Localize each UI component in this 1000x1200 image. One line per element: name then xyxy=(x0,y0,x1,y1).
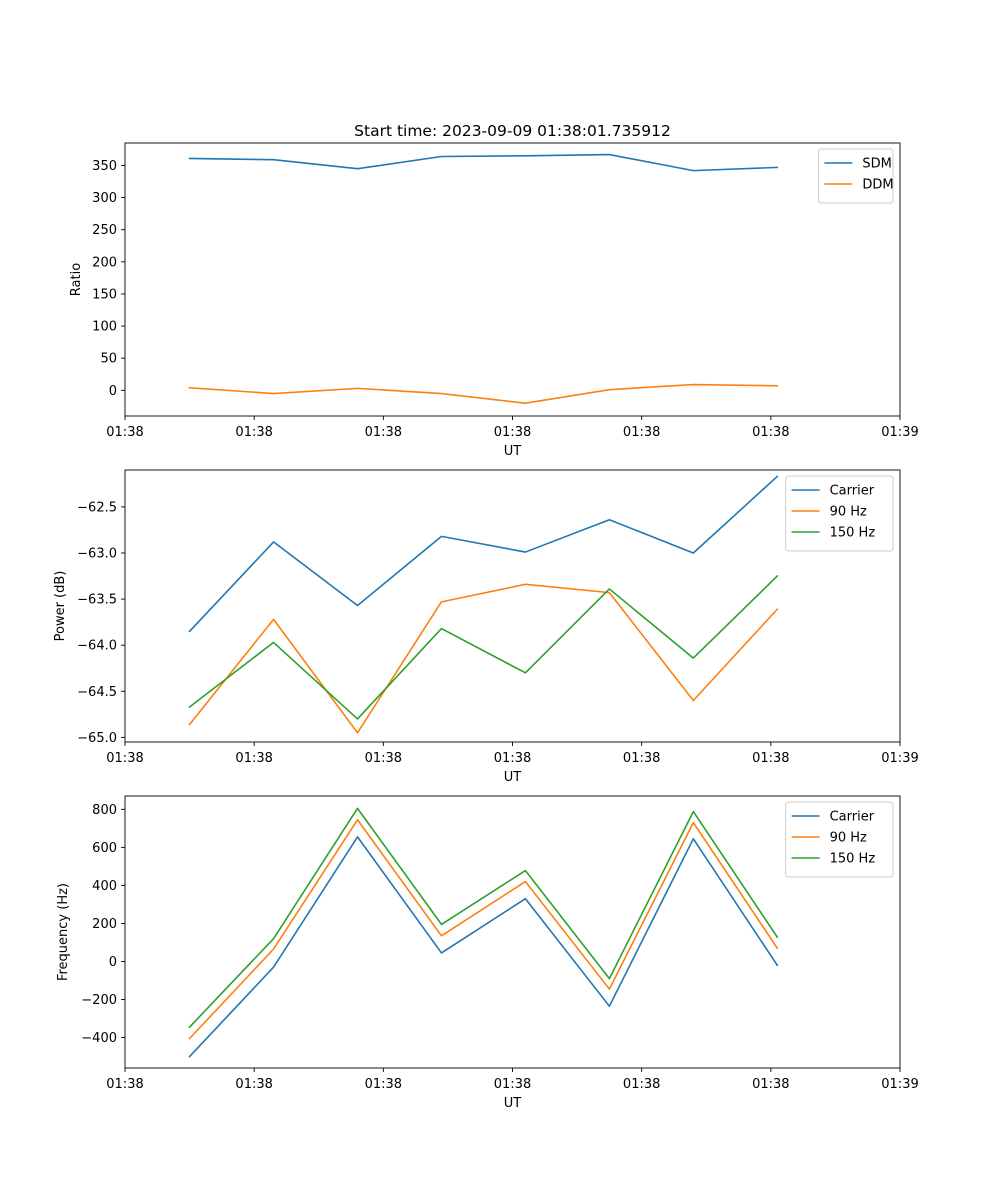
x-tick-label: 01:38 xyxy=(494,751,531,766)
y-axis-label: Power (dB) xyxy=(53,571,68,642)
y-tick-label: −63.0 xyxy=(77,546,117,561)
y-tick-label: 50 xyxy=(100,352,117,367)
series-line-ddm xyxy=(188,383,779,404)
y-tick-label: −200 xyxy=(81,993,117,1008)
x-tick-label: 01:39 xyxy=(881,425,918,440)
y-tick-label: 150 xyxy=(92,287,117,302)
legend-label: Carrier xyxy=(830,484,875,499)
series-line-sdm xyxy=(188,153,779,172)
x-tick-label: 01:38 xyxy=(623,751,660,766)
y-tick-label: 200 xyxy=(92,255,117,270)
y-tick-label: 800 xyxy=(92,803,117,818)
chart-panel-2: −65.0 −64.5 −64.0 −63.5 −63.0 −62.5 01:38 01:38… xyxy=(53,469,919,785)
legend-label: 150 Hz xyxy=(830,852,876,867)
figure-title: Start time: 2023-09-09 01:38:01.735912 xyxy=(354,122,671,140)
x-tick-label: 01:38 xyxy=(494,1077,531,1092)
legend-label: DDM xyxy=(862,178,893,193)
series-line-carrier xyxy=(188,836,779,1058)
x-tick-label: 01:38 xyxy=(494,425,531,440)
x-tick-label: 01:38 xyxy=(106,1077,143,1092)
legend-label: 90 Hz xyxy=(830,505,867,520)
legend-label: Carrier xyxy=(830,810,875,825)
x-axis-label: UT xyxy=(504,770,522,785)
series-line-150-hz xyxy=(188,574,779,720)
x-tick-label: 01:38 xyxy=(365,425,402,440)
y-tick-label: 0 xyxy=(109,955,117,970)
x-tick-label: 01:38 xyxy=(235,425,272,440)
y-tick-label: −63.5 xyxy=(77,593,117,608)
y-tick-label: −62.5 xyxy=(77,500,117,515)
series-line-carrier xyxy=(188,475,779,633)
series-line-90-hz xyxy=(188,818,779,1040)
series-line-150-hz xyxy=(188,807,779,1029)
y-tick-label: 400 xyxy=(92,879,117,894)
legend: Carrier 90 Hz 150 Hz xyxy=(785,801,894,878)
y-tick-label: 0 xyxy=(109,384,117,399)
legend-label: SDM xyxy=(862,157,891,172)
y-axis-label: Frequency (Hz) xyxy=(56,883,71,981)
legend: SDM DDM xyxy=(817,148,894,204)
y-tick-label: −64.5 xyxy=(77,685,117,700)
chart-panel-1: 0 50 100 150 200 250 300 350 01:38 01:38 01:38 01:3… xyxy=(69,142,919,459)
x-tick-label: 01:38 xyxy=(235,751,272,766)
legend-label: 150 Hz xyxy=(830,526,876,541)
x-tick-label: 01:38 xyxy=(752,1077,789,1092)
y-tick-label: 100 xyxy=(92,320,117,335)
x-tick-label: 01:39 xyxy=(881,751,918,766)
y-tick-label: 200 xyxy=(92,917,117,932)
y-tick-label: −400 xyxy=(81,1031,117,1046)
x-tick-label: 01:38 xyxy=(752,425,789,440)
x-tick-label: 01:38 xyxy=(623,425,660,440)
x-tick-label: 01:38 xyxy=(106,425,143,440)
x-tick-label: 01:38 xyxy=(365,751,402,766)
y-tick-label: −65.0 xyxy=(77,731,117,746)
chart-panel-3: −400 −200 0 200 400 600 800 01:38 01:38 01:38 01:3… xyxy=(56,795,919,1111)
x-tick-label: 01:38 xyxy=(623,1077,660,1092)
x-tick-label: 01:38 xyxy=(235,1077,272,1092)
series-line-90-hz xyxy=(188,583,779,734)
x-tick-label: 01:38 xyxy=(106,751,143,766)
y-tick-label: 250 xyxy=(92,223,117,238)
y-axis-label: Ratio xyxy=(69,263,84,296)
x-tick-label: 01:38 xyxy=(752,751,789,766)
x-axis-label: UT xyxy=(504,444,522,459)
y-tick-label: −64.0 xyxy=(77,639,117,654)
y-tick-label: 300 xyxy=(92,191,117,206)
x-axis-label: UT xyxy=(504,1096,522,1111)
x-tick-label: 01:38 xyxy=(365,1077,402,1092)
y-tick-label: 600 xyxy=(92,841,117,856)
x-tick-label: 01:39 xyxy=(881,1077,918,1092)
y-tick-label: 350 xyxy=(92,159,117,174)
legend: Carrier 90 Hz 150 Hz xyxy=(785,475,894,552)
legend-label: 90 Hz xyxy=(830,831,867,846)
